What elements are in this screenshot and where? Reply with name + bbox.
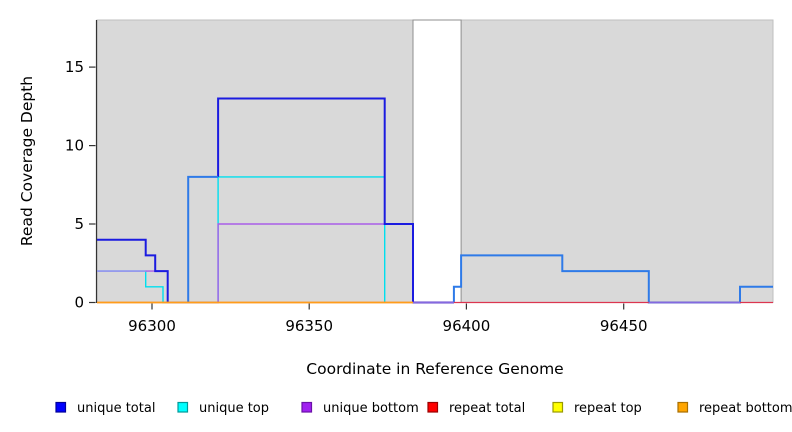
legend-item-unique-top: unique top — [177, 401, 269, 416]
legend-item-repeat-total: repeat total — [427, 401, 525, 416]
axis-ticks-and-labels: 96300 96350 96400 96450 0 5 10 15 — [65, 58, 648, 335]
x-tick-label-96400: 96400 — [443, 317, 491, 335]
legend-item-unique-bottom: unique bottom — [301, 401, 419, 416]
legend-label-unique-top: unique top — [199, 401, 269, 416]
series-line-unique-total-right — [187, 175, 773, 304]
legend-label-repeat-bottom: repeat bottom — [699, 401, 792, 416]
x-tick-label-96300: 96300 — [128, 317, 176, 335]
y-axis-title: Read Coverage Depth — [18, 76, 36, 246]
legend-label-unique-bottom: unique bottom — [323, 401, 419, 416]
legend-swatch-unique-bottom — [301, 401, 313, 413]
plot-background-regions — [96, 19, 774, 303]
legend-label-repeat-total: repeat total — [449, 401, 525, 416]
background-gap-region — [412, 19, 462, 303]
legend-swatch-repeat-bottom — [677, 401, 689, 413]
y-tick-label-0: 0 — [74, 294, 84, 312]
legend-item-unique-total: unique total — [55, 401, 155, 416]
x-tick-label-96350: 96350 — [285, 317, 333, 335]
series-lines — [97, 97, 773, 304]
legend-swatch-unique-total — [55, 401, 67, 413]
y-tick-label-15: 15 — [65, 58, 84, 76]
legend-swatch-repeat-top — [552, 401, 564, 413]
y-tick-label-5: 5 — [74, 215, 84, 233]
legend: unique total unique top unique bottom repea… — [55, 401, 792, 416]
x-tick-label-96450: 96450 — [600, 317, 648, 335]
legend-label-repeat-top: repeat top — [574, 401, 642, 416]
legend-label-unique-total: unique total — [77, 401, 155, 416]
legend-item-repeat-bottom: repeat bottom — [677, 401, 792, 416]
y-tick-label-10: 10 — [65, 137, 84, 155]
x-axis-title: Coordinate in Reference Genome — [306, 360, 563, 378]
legend-swatch-unique-top — [177, 401, 189, 413]
legend-item-repeat-top: repeat top — [552, 401, 642, 416]
legend-swatch-repeat-total — [427, 401, 439, 413]
